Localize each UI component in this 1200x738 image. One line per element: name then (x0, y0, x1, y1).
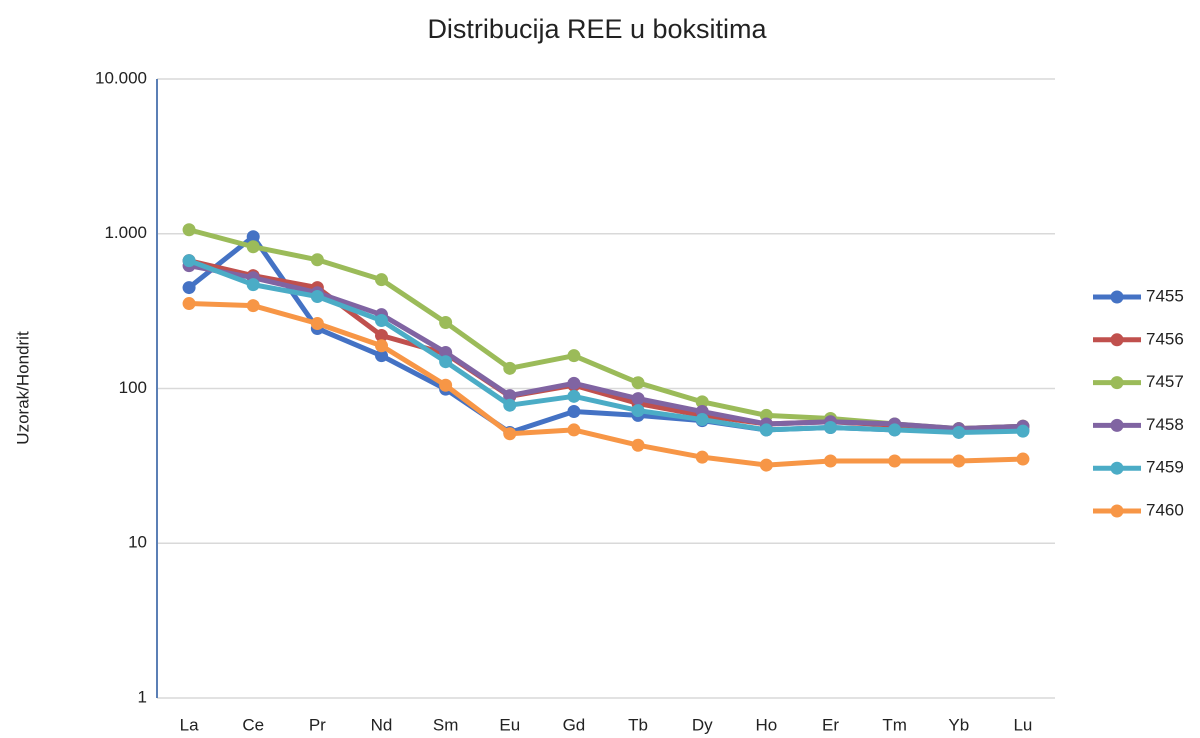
x-tick-label: Sm (433, 715, 459, 734)
legend-label: 7458 (1146, 415, 1184, 434)
legend-marker (1110, 333, 1124, 347)
y-tick-label: 10.000 (95, 68, 147, 87)
data-point (567, 423, 581, 437)
data-point (439, 315, 453, 329)
y-tick-label: 100 (119, 378, 147, 397)
legend-label: 7456 (1146, 329, 1184, 348)
data-point (310, 290, 324, 304)
data-point (824, 420, 837, 434)
data-point (246, 230, 260, 244)
x-tick-label: Ce (242, 715, 264, 734)
data-point (1016, 424, 1030, 438)
data-point (439, 378, 453, 392)
y-tick-label: 1 (138, 687, 147, 706)
data-point (439, 345, 453, 359)
x-tick-label: Dy (692, 715, 713, 734)
data-point (759, 423, 773, 437)
data-point (503, 389, 517, 403)
data-point (1016, 452, 1030, 466)
data-point (375, 329, 388, 343)
legend-marker (1110, 376, 1124, 390)
data-point (888, 454, 902, 468)
data-point (824, 454, 837, 468)
data-point (695, 450, 709, 464)
data-point (182, 281, 196, 295)
legend-label: 7455 (1146, 286, 1184, 305)
series-line (188, 258, 1023, 435)
data-point (567, 349, 581, 363)
data-point (375, 339, 388, 353)
data-point (246, 240, 260, 254)
x-tick-label: Yb (948, 715, 969, 734)
legend-marker (1110, 461, 1124, 475)
data-point (375, 314, 388, 328)
data-point (695, 395, 709, 409)
legend-marker (1110, 418, 1124, 432)
x-tick-label: Pr (309, 715, 326, 734)
data-point (375, 273, 388, 287)
x-tick-label: Nd (371, 715, 393, 734)
data-point (567, 405, 581, 419)
legend-marker (1110, 504, 1124, 518)
x-tick-label: Tm (882, 715, 907, 734)
data-point (246, 278, 260, 292)
data-point (631, 404, 645, 418)
x-tick-label: Er (822, 715, 839, 734)
legend-marker (1110, 290, 1124, 304)
legend-label: 7457 (1146, 372, 1184, 391)
x-tick-label: La (180, 715, 199, 734)
data-point (246, 299, 260, 313)
data-point (567, 376, 581, 390)
data-point (182, 223, 196, 237)
x-tick-label: Tb (628, 715, 648, 734)
data-point (567, 389, 581, 403)
data-point (759, 458, 773, 472)
chart-title: Distribucija REE u boksitima (427, 14, 767, 44)
y-tick-label: 10 (128, 533, 147, 552)
data-point (695, 413, 709, 427)
y-tick-label: 1.000 (104, 223, 147, 242)
data-point (439, 355, 453, 369)
x-tick-label: Gd (563, 715, 586, 734)
series-line (188, 263, 1024, 432)
data-point (182, 254, 196, 268)
x-tick-label: Ho (755, 715, 777, 734)
data-point (952, 454, 966, 468)
data-point (310, 253, 324, 267)
x-tick-label: Eu (499, 715, 520, 734)
data-point (888, 423, 902, 437)
data-point (375, 349, 388, 363)
data-point (631, 392, 645, 406)
x-tick-label: Lu (1013, 715, 1032, 734)
legend-label: 7460 (1146, 500, 1184, 519)
data-point (952, 425, 966, 439)
data-point (182, 297, 196, 311)
data-point (631, 376, 645, 390)
data-point (503, 361, 517, 375)
legend-label: 7459 (1146, 458, 1184, 477)
data-point (503, 398, 517, 412)
data-point (310, 317, 324, 331)
data-point (631, 438, 645, 452)
data-point (503, 427, 517, 441)
y-axis-label: Uzorak/Hondrit (13, 331, 32, 445)
series-line (188, 301, 1024, 468)
